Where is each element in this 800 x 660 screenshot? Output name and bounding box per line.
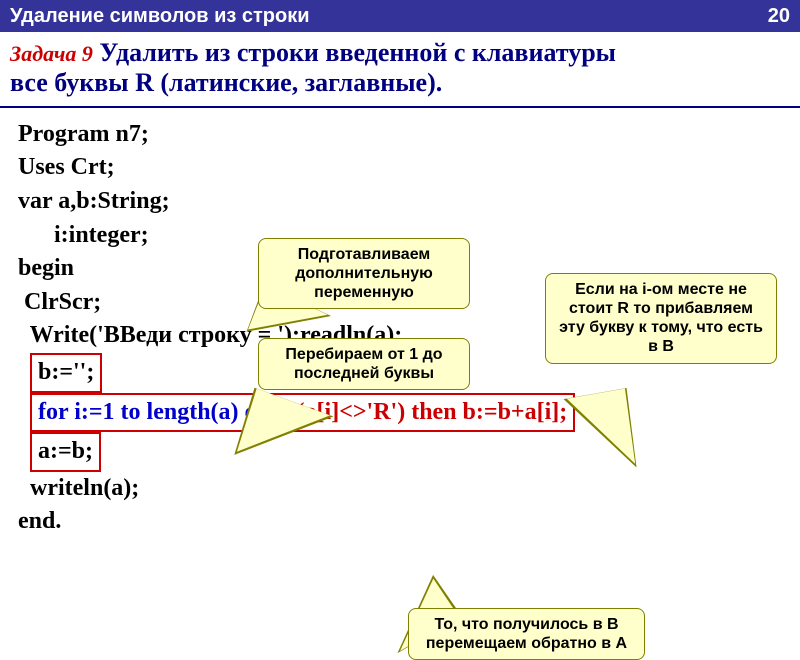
code-l3: var a,b:String; [18, 185, 782, 219]
code-l9: for i:=1 to length(a) do if (a[i]<>'R') … [18, 393, 782, 433]
task-block: Задача 9 Удалить из строки введенной с к… [0, 32, 800, 108]
code-l10: a:=b; [18, 432, 782, 472]
content-area: Program n7; Uses Crt; var a,b:String; i:… [0, 108, 800, 549]
code-l2: Uses Crt; [18, 151, 782, 185]
code-l10-pre [18, 438, 30, 464]
slide-number: 20 [768, 5, 790, 28]
code-l9-pre [18, 399, 30, 425]
callout-iterate: Перебираем от 1 до последней буквы [258, 338, 470, 390]
task-text-1: Удалить из строки введенной с клавиатуры [93, 38, 616, 67]
task-text-2: все буквы R (латинские, заглавные). [10, 68, 442, 97]
callout-move-back: То, что получилось в В перемещаем обратн… [408, 608, 645, 660]
code-l11: writeln(a); [18, 472, 782, 506]
code-l12: end. [18, 505, 782, 539]
task-label: Задача 9 [10, 41, 93, 66]
callout-prepare-var: Подготавливаем дополнительную переменную [258, 238, 470, 310]
slide-title: Удаление символов из строки [10, 5, 310, 28]
code-l1: Program n7; [18, 118, 782, 152]
code-l8-pre [18, 359, 30, 385]
code-l8-box: b:=''; [30, 353, 102, 393]
for-loop: for i:=1 to length(a) do [38, 399, 270, 425]
slide-header: Удаление символов из строки 20 [0, 0, 800, 32]
callout-condition: Если на i-ом месте не стоит R то прибавл… [545, 273, 777, 364]
code-l10-box: a:=b; [30, 432, 101, 472]
